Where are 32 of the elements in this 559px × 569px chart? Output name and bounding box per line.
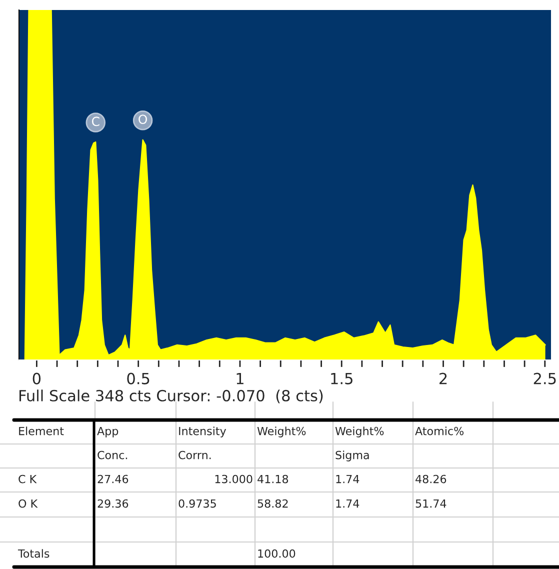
x-tick-label: 2 xyxy=(440,372,447,384)
text: Corrn. xyxy=(178,450,211,460)
text: 13.000 xyxy=(215,474,252,484)
x-tick-label: 1.5 xyxy=(331,372,352,384)
text: Intensity xyxy=(179,426,226,438)
text: C K xyxy=(18,474,37,484)
x-tick-label: 0 xyxy=(32,372,41,384)
text: 48.26 xyxy=(416,474,446,484)
text: O K xyxy=(18,499,38,508)
text: 41.18 xyxy=(258,474,288,484)
text: 29.36 xyxy=(98,499,128,508)
text: Totals xyxy=(18,549,50,558)
text: Weight% xyxy=(257,426,306,438)
x-tick-label: 2.5 xyxy=(534,372,556,384)
text: Atomic% xyxy=(415,426,464,436)
x-tick-label: 0.5 xyxy=(127,372,150,384)
text: 0.9735 xyxy=(178,499,216,508)
text: 58.82 xyxy=(258,499,288,508)
text: 100.00 xyxy=(258,549,296,558)
text: 1.74 xyxy=(336,499,360,508)
text: Sigma xyxy=(336,450,369,462)
text: 51.74 xyxy=(416,499,446,508)
annotation: O xyxy=(138,114,148,124)
text: Full Scale 348 cts Cursor: -0.070 (8 cts) xyxy=(20,390,323,404)
text: 27.46 xyxy=(98,474,128,484)
text: Element xyxy=(19,426,64,436)
text: App xyxy=(97,426,118,438)
x-tick-label: 1 xyxy=(236,372,244,384)
text: Conc. xyxy=(98,450,128,460)
text: 1.74 xyxy=(336,474,360,484)
text: Weight% xyxy=(335,426,384,438)
annotation: C xyxy=(92,116,100,126)
